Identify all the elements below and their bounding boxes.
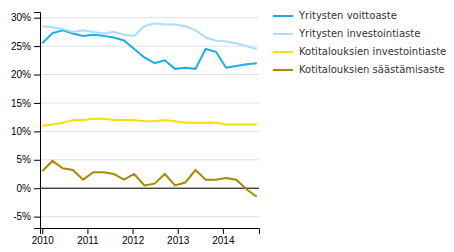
legend-item: Yritysten voittoaste	[273, 10, 397, 21]
y-tick-label: 0%	[17, 183, 32, 194]
legend-swatch	[273, 69, 293, 71]
x-tick-mark	[42, 228, 43, 234]
y-tick-mark	[34, 75, 40, 76]
grid-line	[40, 188, 259, 189]
y-tick: 5%	[17, 154, 40, 165]
legend-swatch	[273, 51, 293, 53]
grid	[40, 18, 259, 217]
y-axis-line	[34, 13, 41, 229]
series-line	[42, 119, 256, 126]
legend-label: Yritysten voittoaste	[298, 10, 397, 21]
x-tick-mark	[223, 228, 224, 234]
legend-swatch	[273, 15, 293, 17]
y-tick-label: 15%	[11, 98, 31, 109]
x-tick: 2013	[167, 228, 190, 246]
y-tick: 15%	[11, 98, 40, 109]
grid-line	[40, 46, 259, 47]
legend-item: Kotitalouksien investointiaste	[273, 46, 446, 57]
x-tick-mark	[133, 228, 134, 234]
grid-line	[40, 131, 259, 132]
lines	[40, 23, 259, 196]
grid-line	[40, 102, 259, 103]
plot: -5%0%5%10%15%20%25%30%201020112012201320…	[11, 12, 260, 246]
legend-label: Kotitalouksien säästämisaste	[299, 64, 444, 75]
grid-line	[40, 17, 259, 18]
y-axis: -5% 0% 5% 10% 15% 20% 25% 30%	[11, 12, 41, 228]
x-tick-label: 2013	[167, 235, 190, 246]
x-axis: 2010 2011 2012 2013 2014	[32, 228, 260, 246]
x-tick: 2010	[32, 228, 55, 246]
y-tick-label: 30%	[11, 12, 31, 23]
y-tick: 30%	[11, 12, 40, 23]
legend-item: Yritysten investointiaste	[273, 28, 420, 39]
legend-label: Yritysten investointiaste	[298, 28, 420, 39]
y-tick-label: 10%	[11, 126, 31, 137]
y-tick: 10%	[11, 126, 40, 137]
series-line	[42, 30, 256, 69]
y-tick: 0%	[17, 183, 40, 194]
y-tick: -5%	[13, 211, 40, 222]
y-tick-mark	[34, 46, 40, 47]
y-tick-label: -5%	[13, 211, 31, 222]
series-line	[42, 161, 256, 197]
x-tick-label: 2014	[212, 235, 235, 246]
x-tick-label: 2010	[32, 235, 55, 246]
x-axis-line	[41, 229, 260, 235]
y-tick-label: 5%	[17, 154, 32, 165]
y-tick-mark	[34, 217, 40, 218]
x-tick: 2014	[212, 228, 235, 246]
legend-label: Kotitalouksien investointiaste	[299, 46, 446, 57]
y-tick-label: 20%	[11, 69, 31, 80]
y-tick-mark	[34, 103, 40, 104]
y-tick: 25%	[11, 41, 40, 52]
x-tick-label: 2011	[77, 235, 99, 246]
x-tick-mark	[87, 228, 88, 234]
legend: Yritysten voittoaste Yritysten investoint…	[273, 10, 446, 75]
x-tick-mark	[178, 228, 179, 234]
grid-line	[40, 159, 259, 160]
x-tick: 2012	[122, 228, 145, 246]
y-tick-mark	[34, 188, 40, 189]
zero-line	[40, 188, 259, 189]
legend-swatch	[273, 33, 293, 35]
legend-item: Kotitalouksien säästämisaste	[273, 64, 444, 75]
x-tick-label: 2012	[122, 235, 145, 246]
y-tick-mark	[34, 160, 40, 161]
grid-line	[40, 74, 259, 75]
y-tick-mark	[34, 131, 40, 132]
series-line	[42, 23, 256, 49]
x-tick: 2011	[77, 228, 99, 246]
chart: -5%0%5%10%15%20%25%30%201020112012201320…	[0, 0, 454, 252]
y-tick-label: 25%	[11, 41, 31, 52]
grid-line	[40, 216, 259, 217]
y-tick-mark	[34, 18, 40, 19]
y-tick: 20%	[11, 69, 40, 80]
